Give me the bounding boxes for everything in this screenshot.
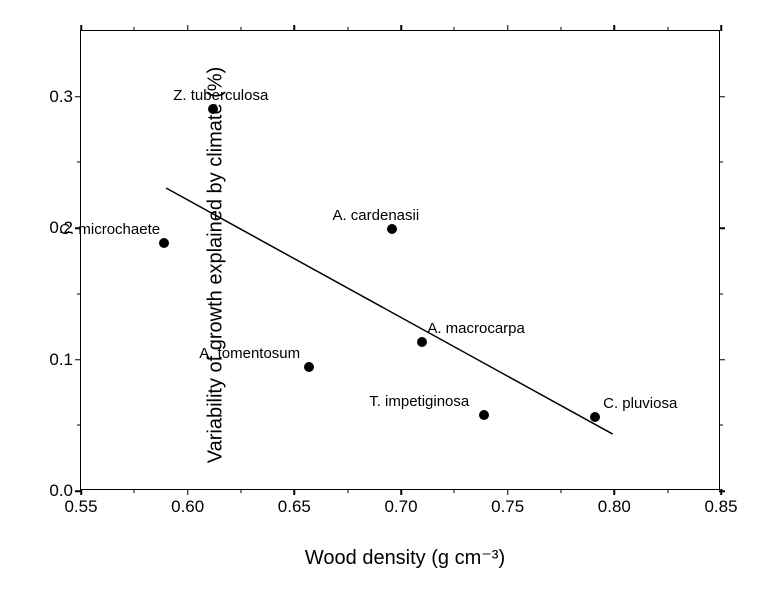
x-tick-minor [241,489,242,493]
x-tick-minor-top [134,27,135,31]
data-point [479,410,489,420]
x-tick-label: 0.80 [598,497,631,517]
chart-container: 0.550.600.650.700.750.800.850.00.10.20.3… [80,20,730,510]
y-tick-right [719,227,725,229]
y-tick-right [719,490,725,492]
y-tick-minor [77,293,81,294]
x-tick-minor-top [241,27,242,31]
x-tick-minor [561,489,562,493]
y-tick-minor [77,425,81,426]
x-tick-label: 0.75 [491,497,524,517]
y-tick-right [719,96,725,98]
x-tick-minor [347,489,348,493]
data-point [387,224,397,234]
data-point [159,238,169,248]
x-tick [614,489,616,495]
x-tick-minor-top [561,27,562,31]
y-tick-minor-right [719,425,723,426]
x-tick-top [720,25,722,31]
x-tick [187,489,189,495]
x-tick-minor [134,489,135,493]
x-tick-top [507,25,509,31]
y-tick-minor [77,162,81,163]
x-tick-top [294,25,296,31]
x-tick-minor [454,489,455,493]
x-tick-minor-top [454,27,455,31]
data-point-label: C. pluviosa [603,395,677,412]
x-tick-top [614,25,616,31]
y-tick-label: 0.0 [41,481,73,501]
plot-area: 0.550.600.650.700.750.800.850.00.10.20.3… [80,30,720,490]
y-tick [75,359,81,361]
x-tick-minor-top [667,27,668,31]
y-tick-minor-right [719,293,723,294]
data-point-label: A. cardenasii [332,207,419,224]
data-point [590,412,600,422]
y-tick-minor-right [719,162,723,163]
x-tick [400,489,402,495]
y-tick-right [719,359,725,361]
y-tick [75,490,81,492]
x-tick [294,489,296,495]
x-tick-minor [667,489,668,493]
data-point-label: T. impetiginosa [369,393,469,410]
x-tick-label: 0.85 [704,497,737,517]
data-point-label: A. macrocarpa [427,320,525,337]
y-axis-label: Variability of growth explained by clima… [205,67,228,463]
x-tick-minor-top [347,27,348,31]
x-tick-label: 0.65 [278,497,311,517]
data-point [304,362,314,372]
x-tick-top [400,25,402,31]
x-tick-top [187,25,189,31]
data-point-label: C. microchaete [59,221,160,238]
y-tick-label: 0.3 [41,87,73,107]
data-point [417,337,427,347]
x-tick [507,489,509,495]
x-tick-label: 0.60 [171,497,204,517]
x-tick-label: 0.70 [384,497,417,517]
x-tick-top [80,25,82,31]
x-axis-label: Wood density (g cm⁻³) [305,545,505,570]
y-tick [75,96,81,98]
y-tick-label: 0.1 [41,350,73,370]
